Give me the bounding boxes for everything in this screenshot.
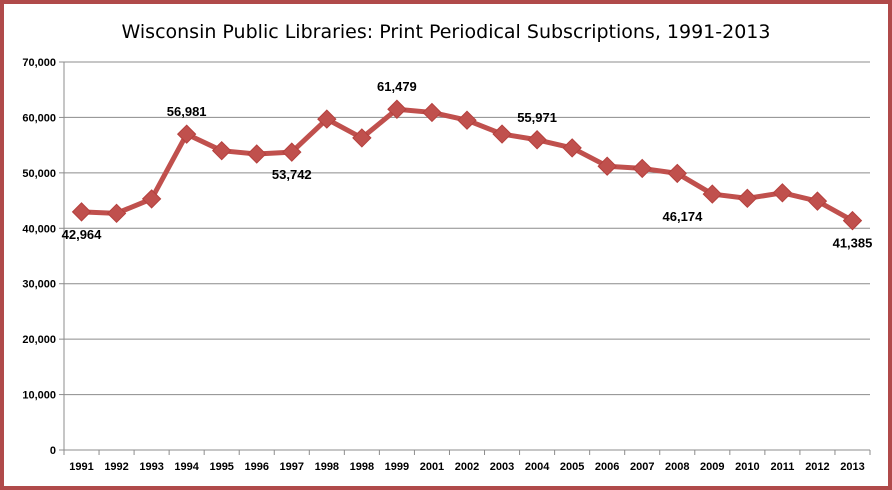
data-labels: 42,964 56,981 53,742 61,479 55,971 46,174 41,3…: [62, 79, 873, 250]
x-tick-label: 1997: [280, 461, 304, 473]
x-tick-label: 1998: [350, 461, 374, 473]
data-label: 61,479: [377, 79, 417, 94]
data-point-marker: [317, 109, 337, 129]
data-point-marker: [492, 124, 512, 144]
x-axis: 1991 1992 1993 1994 1995 1996 1997 1998 1998 1999…: [63, 449, 871, 473]
x-tick-label: 1993: [139, 461, 163, 473]
data-point-marker: [387, 99, 407, 119]
y-tick-label: 20,000: [22, 334, 56, 346]
data-point-marker: [702, 184, 723, 204]
y-tick-label: 60,000: [22, 112, 56, 124]
y-axis: 0 10,000 20,000 30,000 40,000 50,000 60,000 70,…: [22, 57, 65, 457]
data-label: 41,385: [833, 236, 873, 251]
x-tick-label: 2005: [560, 461, 584, 473]
data-point-marker: [282, 142, 302, 162]
data-point-marker: [106, 203, 127, 224]
data-point-marker: [71, 202, 92, 222]
data-point-marker: [597, 156, 617, 176]
chart-title: Wisconsin Public Libraries: Print Period…: [122, 21, 771, 43]
data-point-marker: [247, 144, 267, 164]
data-point-marker: [141, 189, 162, 209]
data-label: 55,971: [517, 110, 557, 125]
gridlines: [64, 61, 870, 451]
x-tick-label: 1996: [244, 461, 268, 473]
data-point-marker: [352, 128, 372, 148]
y-tick-label: 50,000: [22, 168, 56, 180]
y-tick-label: 40,000: [22, 223, 56, 235]
data-point-marker: [562, 138, 582, 158]
data-point-marker: [842, 210, 863, 231]
data-point-marker: [807, 191, 828, 211]
x-tick-label: 2002: [455, 461, 479, 473]
data-point-marker: [737, 188, 758, 209]
data-point-marker: [211, 140, 232, 161]
x-tick-label: 2012: [805, 461, 829, 473]
x-tick-label: 1994: [174, 461, 199, 473]
data-point-marker: [457, 110, 477, 130]
data-label: 42,964: [62, 227, 103, 242]
line-chart: Wisconsin Public Libraries: Print Period…: [22, 21, 873, 473]
y-tick-label: 30,000: [22, 279, 56, 291]
x-tick-label: 2010: [735, 461, 759, 473]
x-tick-label: 2001: [420, 461, 444, 473]
y-tick-label: 0: [50, 445, 56, 457]
data-point-marker: [422, 102, 442, 123]
data-point-marker: [632, 158, 652, 179]
x-tick-label: 1995: [209, 461, 233, 473]
data-point-marker: [772, 183, 793, 203]
x-tick-label: 1998: [315, 461, 339, 473]
data-point-marker: [176, 124, 197, 144]
x-tick-label: 1999: [385, 461, 409, 473]
x-tick-label: 2013: [840, 461, 864, 473]
x-tick-label: 1991: [69, 461, 93, 473]
x-tick-label: 2011: [770, 461, 794, 473]
y-tick-label: 10,000: [22, 390, 56, 402]
series-line-subscriptions: [71, 99, 863, 231]
data-point-marker: [527, 130, 547, 150]
y-tick-label: 70,000: [22, 57, 56, 69]
x-tick-label: 2007: [630, 461, 654, 473]
x-tick-label: 1992: [104, 461, 128, 473]
data-point-marker: [667, 163, 687, 184]
x-tick-label: 2003: [490, 461, 514, 473]
x-tick-label: 2008: [665, 461, 689, 473]
x-tick-label: 2009: [700, 461, 724, 473]
data-label: 46,174: [663, 209, 704, 224]
data-label: 53,742: [272, 167, 312, 182]
x-tick-label: 2006: [595, 461, 619, 473]
x-tick-label: 2004: [525, 461, 550, 473]
data-label: 56,981: [167, 104, 207, 119]
